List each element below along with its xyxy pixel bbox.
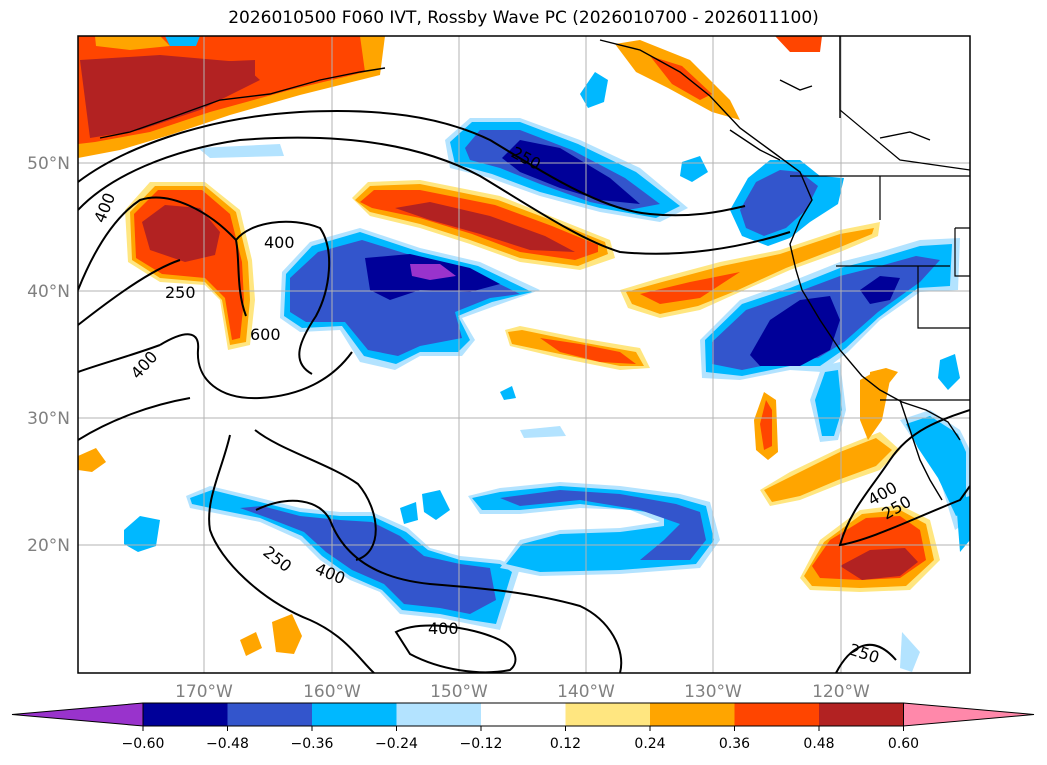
colorbar-segment (734, 703, 820, 726)
lon-label: 160°W (303, 682, 361, 702)
negative-anomaly-region (740, 170, 818, 236)
lat-label: 30°N (27, 409, 70, 429)
negative-anomaly-region (956, 496, 970, 552)
negative-anomaly-region (500, 386, 516, 400)
colorbar-segment (312, 703, 397, 726)
negative-anomaly-region (520, 426, 566, 438)
colorbar-tick-label: −0.24 (375, 736, 418, 752)
contour-label: 400 (264, 233, 295, 252)
colorbar-tick-label: 0.36 (719, 736, 750, 752)
colorbar-tick-label: 0.12 (550, 736, 581, 752)
positive-anomaly-region (272, 614, 302, 654)
negative-anomaly-region (900, 632, 920, 672)
negative-anomaly-region (906, 416, 966, 516)
positive-anomaly-region (764, 438, 892, 502)
colorbar-segment (396, 703, 482, 726)
lon-label: 150°W (430, 682, 488, 702)
colorbar-extend-max (903, 702, 1035, 727)
colorbar-segment (143, 703, 228, 726)
graticule (78, 36, 970, 673)
positive-anomaly-region (840, 548, 918, 580)
longitude-labels: 170°W 160°W 150°W 140°W 130°W 120°W (175, 682, 870, 702)
ivt-shading (78, 36, 970, 672)
negative-anomaly-region (410, 264, 456, 280)
colorbar-tick-label: −0.12 (460, 736, 503, 752)
contour-label: 400 (428, 619, 459, 638)
negative-anomaly-region (815, 370, 842, 436)
colorbar-tick-label: −0.60 (122, 736, 165, 752)
negative-anomaly-region (502, 140, 640, 204)
lon-label: 140°W (557, 682, 615, 702)
positive-anomaly-region (760, 400, 772, 450)
contour-label: 250 (165, 283, 196, 302)
positive-anomaly-region (142, 205, 220, 262)
lon-label: 120°W (812, 682, 870, 702)
negative-anomaly-region (165, 36, 200, 46)
map-border (77, 35, 971, 674)
colorbar-tick-label: −0.36 (291, 736, 334, 752)
lat-label: 20°N (27, 536, 70, 556)
colorbar-ticks: −0.60 −0.48 −0.36 −0.24 −0.12 0.12 0.24 0.36 0.4… (122, 726, 919, 752)
ivt-contours (78, 110, 970, 673)
colorbar-tick-label: 0.48 (803, 736, 834, 752)
lat-label: 50°N (27, 154, 70, 174)
colorbar-segments (11, 702, 1035, 727)
colorbar-frame (142, 702, 904, 727)
colorbar: −0.60 −0.48 −0.36 −0.24 −0.12 0.12 0.24 0.36 0.4… (11, 702, 1035, 752)
positive-anomaly-region (860, 370, 890, 440)
colorbar-tick-label: 0.24 (634, 736, 665, 752)
colorbar-tick-label: 0.60 (888, 736, 919, 752)
lon-label: 130°W (684, 682, 742, 702)
positive-anomaly-region (650, 56, 712, 100)
positive-anomaly-region (210, 60, 255, 76)
negative-anomaly-region (750, 296, 840, 366)
negative-anomaly-region (240, 506, 496, 614)
lon-label: 170°W (175, 682, 233, 702)
negative-anomaly-region (198, 144, 284, 158)
colorbar-segment (819, 703, 904, 726)
political-borders (790, 36, 970, 401)
positive-anomaly-region (95, 36, 170, 50)
positive-anomaly-region (640, 272, 740, 304)
negative-anomaly-region (860, 276, 900, 304)
colorbar-extend-min (11, 702, 144, 727)
lat-label: 40°N (27, 282, 70, 302)
negative-anomaly-region (422, 490, 450, 520)
latitude-labels: 20°N 30°N 40°N 50°N (27, 154, 70, 556)
positive-anomaly-region (240, 632, 262, 656)
positive-anomaly-region (775, 36, 822, 52)
negative-anomaly-region (400, 502, 418, 524)
colorbar-segment (227, 703, 313, 726)
colorbar-segment (481, 703, 566, 726)
negative-anomaly-region (500, 490, 706, 560)
contour-label: 600 (250, 325, 281, 344)
positive-anomaly-region (78, 448, 106, 472)
negative-anomaly-region (938, 354, 960, 390)
colorbar-tick-label: −0.48 (206, 736, 249, 752)
positive-anomaly-region (395, 202, 575, 252)
colorbar-segment (565, 703, 651, 726)
colorbar-segment (650, 703, 735, 726)
negative-anomaly-region (580, 72, 608, 108)
negative-anomaly-region (124, 516, 160, 552)
map-title: 2026010500 F060 IVT, Rossby Wave PC (202… (228, 8, 819, 28)
positive-anomaly-region (540, 338, 636, 364)
